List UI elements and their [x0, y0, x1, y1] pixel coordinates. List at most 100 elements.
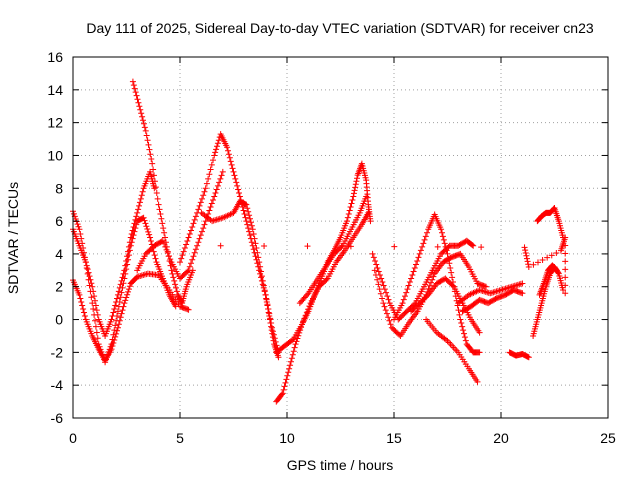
data-point: [123, 257, 130, 264]
grid-lines: [73, 57, 608, 418]
data-point: [179, 252, 186, 259]
data-point: [440, 236, 447, 243]
data-point: [76, 291, 83, 298]
data-point: [74, 221, 81, 228]
data-point: [130, 223, 137, 230]
data-point: [476, 329, 483, 336]
data-point: [192, 213, 199, 220]
data-point: [185, 267, 192, 274]
data-point: [267, 315, 274, 322]
data-point: [120, 303, 127, 310]
y-tick-label: 6: [55, 213, 63, 229]
data-point: [137, 195, 144, 202]
data-point: [338, 243, 345, 250]
data-point: [93, 329, 100, 336]
data-point: [125, 243, 132, 250]
data-point: [410, 268, 417, 275]
data-point: [281, 383, 288, 390]
data-point: [206, 207, 213, 214]
data-point: [132, 216, 139, 223]
data-point: [205, 175, 212, 182]
data-point: [242, 214, 249, 221]
data-point: [553, 266, 560, 273]
data-point: [197, 232, 204, 239]
data-point: [172, 281, 179, 288]
data-point: [415, 254, 422, 261]
data-point: [127, 234, 134, 241]
data-point: [261, 242, 268, 249]
data-point: [474, 378, 481, 385]
data-point: [76, 226, 83, 233]
data-point: [183, 241, 190, 248]
data-point: [258, 268, 265, 275]
data-point: [244, 221, 251, 228]
data-point: [201, 188, 208, 195]
data-point: [161, 240, 168, 247]
data-point: [243, 201, 250, 208]
data-point: [92, 323, 99, 330]
data-point: [363, 193, 370, 200]
data-point: [270, 331, 277, 338]
data-point: [170, 274, 177, 281]
data-point: [111, 336, 118, 343]
data-point: [391, 243, 398, 250]
data-point: [188, 260, 195, 267]
data-point: [344, 214, 351, 221]
data-point: [244, 205, 251, 212]
y-tick-label: 10: [47, 147, 63, 163]
data-point: [111, 327, 118, 334]
data-point: [118, 310, 125, 317]
data-point: [519, 280, 526, 287]
data-point: [210, 157, 217, 164]
data-point: [375, 268, 382, 275]
data-point: [191, 249, 198, 256]
data-point: [420, 240, 427, 247]
x-tick-label: 20: [493, 430, 509, 446]
data-point: [251, 235, 258, 242]
data-point: [147, 238, 154, 245]
data-point: [562, 250, 569, 257]
data-point: [115, 288, 122, 295]
data-point: [258, 274, 265, 281]
data-point: [208, 200, 215, 207]
data-point: [139, 188, 146, 195]
series-track-j: [296, 193, 370, 307]
data-point: [434, 243, 441, 250]
data-point: [457, 316, 464, 323]
data-point: [548, 252, 555, 259]
data-point: [550, 205, 557, 212]
y-tick-label: 4: [55, 246, 63, 262]
data-point: [219, 168, 226, 175]
data-point: [240, 207, 247, 214]
data-point: [379, 279, 386, 286]
data-point: [265, 305, 272, 312]
data-point: [92, 297, 99, 304]
data-point: [278, 391, 285, 398]
data-point: [150, 248, 157, 255]
data-point: [145, 141, 152, 148]
data-point: [405, 282, 412, 289]
data-point: [109, 343, 116, 350]
data-point: [143, 132, 150, 139]
data-point: [208, 161, 215, 168]
data-point: [116, 284, 123, 291]
data-point: [196, 202, 203, 209]
data-point: [385, 296, 392, 303]
series-track-t: [534, 204, 567, 241]
data-point: [246, 212, 253, 219]
data-point: [173, 288, 180, 295]
data-point: [159, 220, 166, 227]
data-point: [525, 354, 532, 361]
data-point: [214, 140, 221, 147]
data-point: [352, 184, 359, 191]
data-point: [284, 372, 291, 379]
data-point: [116, 317, 123, 324]
data-point: [200, 192, 207, 199]
data-point: [245, 225, 252, 232]
data-point: [370, 254, 377, 261]
data-point: [248, 239, 255, 246]
data-point: [350, 190, 357, 197]
data-point: [138, 110, 145, 117]
data-point: [75, 223, 82, 230]
y-tick-label: 12: [47, 115, 63, 131]
